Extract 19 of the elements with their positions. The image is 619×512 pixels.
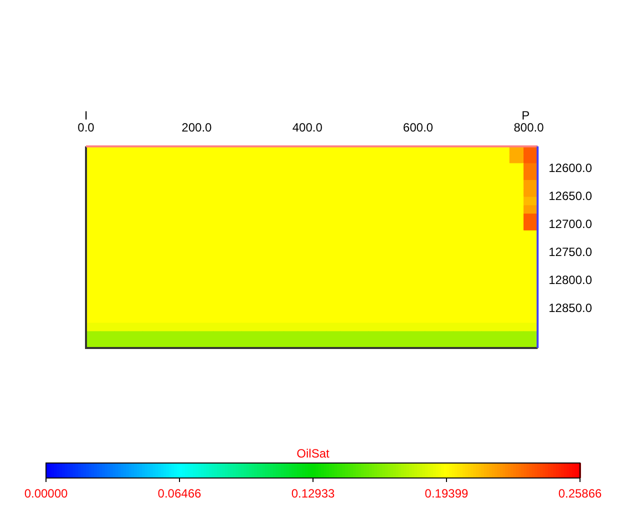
- text: P: [522, 108, 530, 123]
- y-tick-label: 12600.0: [548, 161, 592, 176]
- x-tick-label: 200.0: [182, 120, 212, 135]
- color-bar-label: 0.19399: [424, 486, 468, 500]
- x-tick-label: 400.0: [292, 120, 323, 135]
- color-bar-label: 0.25866: [558, 486, 602, 500]
- y-tick-label: 12750.0: [548, 245, 592, 260]
- text: I: [84, 108, 88, 123]
- x-tick-label: 800.0: [514, 120, 544, 135]
- y-tick-label: 12650.0: [548, 189, 592, 204]
- y-tick-label: 12800.0: [548, 273, 592, 288]
- color-bar-label: 0.12933: [291, 486, 336, 500]
- x-tick-label: 0.0: [78, 120, 95, 135]
- color-bar-label: 0.00000: [24, 486, 68, 500]
- y-tick-label: 12850.0: [548, 301, 592, 316]
- color-bar-title: OilSat: [296, 446, 330, 460]
- color-bar-label: 0.06466: [158, 486, 202, 500]
- x-tick-label: 600.0: [403, 120, 434, 135]
- y-tick-label: 12700.0: [548, 217, 592, 232]
